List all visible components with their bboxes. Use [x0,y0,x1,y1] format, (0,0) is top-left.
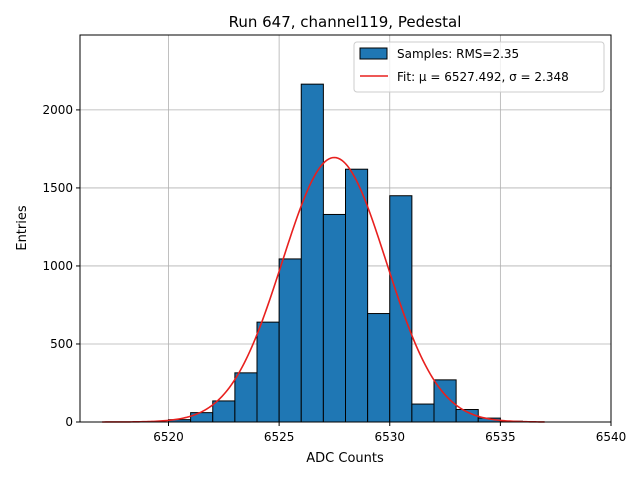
x-tick-label: 6520 [153,430,184,444]
histogram-bar [300,83,324,423]
legend-histogram-swatch [359,47,388,60]
histogram-bar [190,412,214,423]
y-tick-label: 1000 [42,259,73,273]
legend-box [353,41,605,93]
y-tick-label: 500 [50,337,73,351]
y-axis-label: Entries [15,205,30,251]
histogram-bar [256,321,280,423]
histogram-bar [345,168,369,423]
histogram-bar [389,195,413,423]
chart-title: Run 647, channel119, Pedestal [229,13,462,31]
x-tick-label: 6530 [374,430,405,444]
x-axis-label: ADC Counts [306,451,384,466]
x-axis-ticks: 6520 6525 6530 6535 6540 [153,422,626,444]
y-tick-label: 1500 [42,181,73,195]
histogram-bar [212,400,236,423]
y-tick-label: 2000 [42,103,73,117]
histogram-bar [278,258,302,423]
x-tick-label: 6535 [485,430,516,444]
histogram-bar [367,313,391,423]
x-tick-label: 6540 [596,430,627,444]
histogram-bar [234,372,258,423]
histogram-bar [411,403,435,423]
plot-frame [79,34,612,423]
legend: Samples: RMS=2.35 Fit: μ = 6527.492, σ =… [353,41,605,93]
histogram-bar [322,213,346,423]
legend-histogram-label: Samples: RMS=2.35 [397,47,519,61]
legend-fit-label: Fit: μ = 6527.492, σ = 2.348 [397,70,569,84]
y-axis-ticks: 0 500 1000 1500 2000 [42,103,80,429]
y-tick-label: 0 [65,415,73,429]
fit-curve [102,156,545,423]
x-tick-label: 6525 [264,430,295,444]
histogram-bars [168,83,523,423]
